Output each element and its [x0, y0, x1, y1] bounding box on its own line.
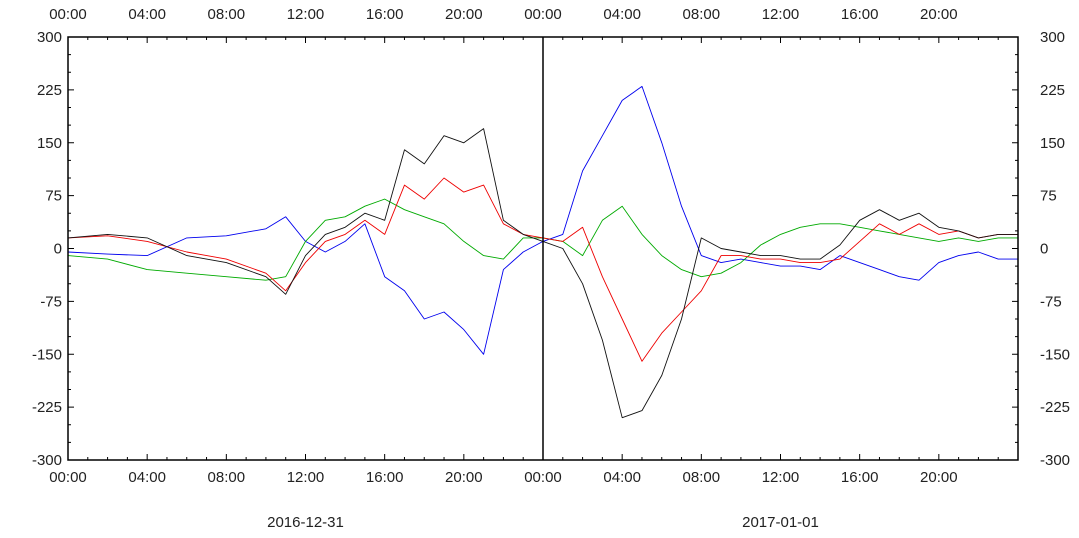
y-tick-label-left: -150 [32, 346, 62, 363]
y-tick-label-left: 75 [45, 188, 62, 205]
x-tick-label-bottom: 08:00 [683, 469, 721, 486]
y-tick-label-right: -300 [1040, 452, 1070, 469]
labels-layer: 300 300 225 225 150 150 75 75 0 0 -75 -75 -150 -150 -2… [32, 6, 1070, 531]
x-tick-label-bottom: 00:00 [524, 469, 562, 486]
x-tick-label-top: 12:00 [287, 6, 325, 23]
y-tick-label-left: -225 [32, 399, 62, 416]
y-tick-label-left: 150 [37, 135, 62, 152]
x-tick-label-top: 00:00 [49, 6, 87, 23]
x-tick-label-top: 08:00 [683, 6, 721, 23]
x-tick-label-bottom: 20:00 [445, 469, 483, 486]
series-layer [67, 85, 1018, 419]
x-tick-label-top: 08:00 [208, 6, 246, 23]
x-tick-label-bottom: 08:00 [208, 469, 246, 486]
x-tick-label-top: 16:00 [841, 6, 879, 23]
y-tick-label-right: 150 [1040, 135, 1065, 152]
x-tick-label-bottom: 04:00 [603, 469, 641, 486]
series-line-4 [67, 128, 1018, 419]
x-tick-label-bottom: 16:00 [841, 469, 879, 486]
y-tick-label-right: 75 [1040, 188, 1057, 205]
x-tick-label-top: 04:00 [603, 6, 641, 23]
y-tick-label-left: -300 [32, 452, 62, 469]
x-tick-label-top: 20:00 [445, 6, 483, 23]
series-line-1 [67, 85, 1018, 355]
ticks-layer [67, 36, 1019, 461]
y-tick-label-left: 0 [54, 241, 62, 258]
y-tick-label-right: 0 [1040, 241, 1048, 258]
x-tick-label-top: 04:00 [128, 6, 166, 23]
series-line-2 [67, 198, 1018, 281]
x-tick-label-bottom: 16:00 [366, 469, 404, 486]
x-tick-label-top: 20:00 [920, 6, 958, 23]
x-tick-label-top: 00:00 [524, 6, 562, 23]
x-tick-label-bottom: 00:00 [49, 469, 87, 486]
x-tick-label-bottom: 04:00 [128, 469, 166, 486]
x-tick-label-top: 16:00 [366, 6, 404, 23]
y-tick-label-right: -150 [1040, 346, 1070, 363]
y-tick-label-left: -75 [40, 293, 62, 310]
date-label: 2016-12-31 [267, 514, 344, 531]
date-label: 2017-01-01 [742, 514, 819, 531]
x-tick-label-bottom: 12:00 [287, 469, 325, 486]
y-tick-label-right: 300 [1040, 29, 1065, 46]
y-tick-label-right: -225 [1040, 399, 1070, 416]
x-tick-label-bottom: 12:00 [762, 469, 800, 486]
y-tick-label-left: 300 [37, 29, 62, 46]
y-tick-label-right: -75 [1040, 293, 1062, 310]
x-tick-label-top: 12:00 [762, 6, 800, 23]
x-tick-label-bottom: 20:00 [920, 469, 958, 486]
y-tick-label-right: 225 [1040, 82, 1065, 99]
series-line-3 [67, 177, 1018, 362]
y-tick-label-left: 225 [37, 82, 62, 99]
